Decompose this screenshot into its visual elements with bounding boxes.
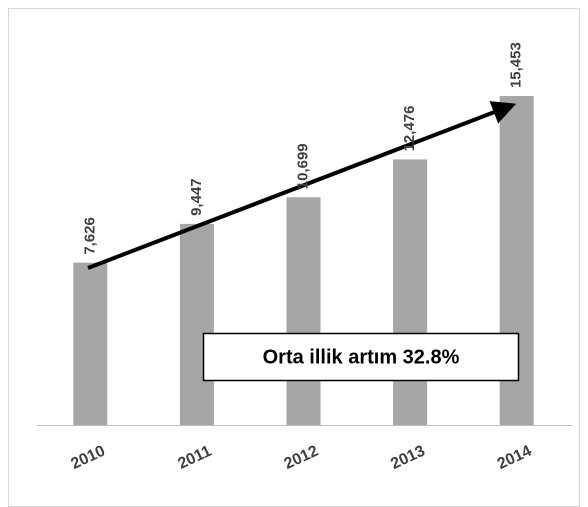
x-tick-label: 2012: [282, 442, 322, 473]
bars: [73, 96, 534, 426]
x-tick-label: 2010: [68, 442, 108, 473]
value-label: 12,476: [401, 106, 418, 152]
x-tick-label: 2014: [495, 442, 535, 473]
trend-arrow: [87, 101, 517, 270]
x-tick-label: 2013: [388, 442, 428, 473]
annotation: Orta illik artım 32.8%: [263, 346, 460, 368]
value-label: 10,699: [294, 143, 311, 189]
annotation-box: [202, 332, 520, 382]
bar: [73, 262, 108, 425]
bar: [286, 197, 321, 425]
bar: [179, 223, 214, 425]
value-label: 7,626: [81, 217, 98, 255]
value-label: 15,453: [508, 42, 525, 88]
bar: [393, 159, 428, 425]
value-label: 9,447: [188, 178, 205, 216]
x-tick-label: 2011: [175, 443, 214, 473]
